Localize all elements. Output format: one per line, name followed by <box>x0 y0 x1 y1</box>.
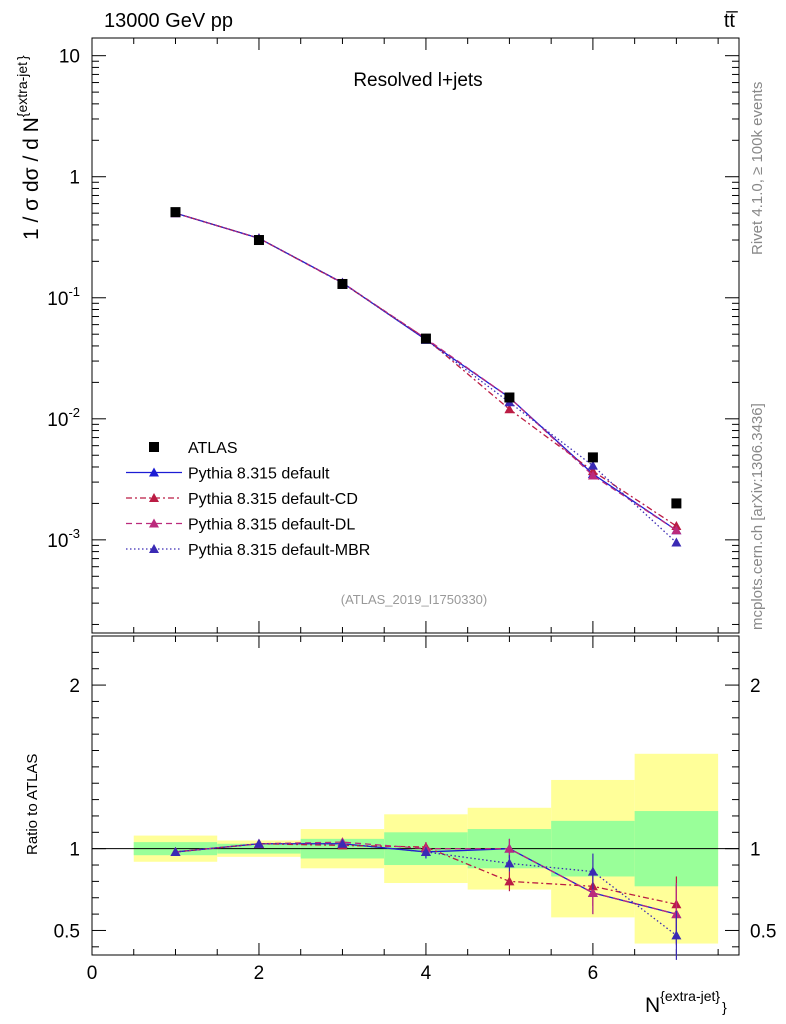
process-label: tt̅ <box>724 10 738 32</box>
ratio-tick-label: 2 <box>69 676 80 697</box>
ratio-series-marker <box>504 858 515 868</box>
side-rivet-label: Rivet 4.1.0, ≥ 100k events <box>749 82 766 255</box>
x-tick-label: 2 <box>254 963 265 984</box>
data-point <box>337 278 348 289</box>
legend-label: Pythia 8.315 default-DL <box>188 517 355 534</box>
series-line <box>175 212 677 531</box>
data-point <box>170 207 181 218</box>
ratio-tick-label-right: 1 <box>750 840 761 861</box>
ratio-series-marker <box>337 838 348 848</box>
legend-marker-atlas <box>149 442 159 452</box>
ratio-panel-series <box>170 837 682 960</box>
ratio-series-marker <box>170 846 181 856</box>
data-point <box>253 235 264 246</box>
x-tick-label: 0 <box>87 963 98 984</box>
ratio-tick-label-right: 0.5 <box>750 921 776 942</box>
x-axis-label-close: } <box>722 999 727 1015</box>
legend-marker <box>149 544 159 553</box>
series-marker <box>504 404 515 414</box>
legend-marker <box>149 493 159 502</box>
energy-label: 13000 GeV pp <box>104 10 233 32</box>
x-axis-label-sup: {extra-jet} <box>660 988 720 1004</box>
legend-marker <box>149 518 159 528</box>
ratio-frame <box>91 635 740 956</box>
watermark: (ATLAS_2019_I1750330) <box>341 592 487 607</box>
data-point <box>420 333 431 344</box>
axes: 0 2 4 6 10-3 10-2 10-1 1 10 0.5 0.5 1 1 2 2 <box>47 37 776 984</box>
svg-text:N{extra-jet}}: N{extra-jet}} <box>645 988 727 1017</box>
y-tick-label: 10 <box>59 47 80 68</box>
x-axis-label-text: N <box>645 994 660 1017</box>
data-point <box>671 498 682 509</box>
x-axis-label: N{extra-jet}} <box>645 988 727 1017</box>
series-marker <box>671 537 682 547</box>
y-axis-label-sup: {extra-jet <box>14 62 30 117</box>
x-tick-label: 4 <box>421 963 432 984</box>
ratio-series-marker <box>587 887 598 897</box>
series-marker <box>671 525 682 535</box>
main-panel-series <box>170 207 682 547</box>
y-axis-label: 1 / σ dσ / d N{extra-jet} <box>14 55 43 240</box>
ratio-series-marker <box>671 930 682 940</box>
y-axis-label-close: } <box>14 55 30 60</box>
ratio-y-axis-label: Ratio to ATLAS <box>24 754 41 855</box>
svg-text:1 / σ dσ / d N{extra-jet}: 1 / σ dσ / d N{extra-jet} <box>14 55 43 240</box>
side-mcplots-label: mcplots.cern.ch [arXiv:1306.3436] <box>749 403 766 630</box>
series-marker <box>587 470 598 480</box>
chart-title: Resolved l+jets <box>353 70 482 91</box>
y-tick-label: 1 <box>69 168 80 189</box>
ratio-tick-label: 1 <box>69 840 80 861</box>
y-axis-label-text: 1 / σ dσ / d N <box>20 117 43 240</box>
data-point <box>587 452 598 463</box>
data-point <box>504 392 515 403</box>
series-marker <box>587 460 598 470</box>
ratio-series-marker <box>420 846 431 856</box>
ratio-series-marker <box>504 843 515 853</box>
legend-label: Pythia 8.315 default-CD <box>188 491 358 508</box>
legend: ATLAS Pythia 8.315 default Pythia 8.315 de… <box>126 440 370 559</box>
legend-marker <box>149 467 159 477</box>
series-line <box>175 212 677 531</box>
x-tick-label: 6 <box>588 963 599 984</box>
ratio-tick-label-right: 2 <box>750 676 761 697</box>
legend-label: Pythia 8.315 default <box>188 466 330 483</box>
ratio-series-marker <box>253 838 264 848</box>
y-tick-label: 10-3 <box>47 526 80 552</box>
legend-label: Pythia 8.315 default-MBR <box>188 542 370 559</box>
y-tick-label: 10-2 <box>47 405 80 431</box>
ratio-series-marker <box>504 876 515 886</box>
main-frame <box>91 37 740 634</box>
y-tick-label: 10-1 <box>47 284 80 310</box>
ratio-tick-label: 0.5 <box>54 921 80 942</box>
legend-label-atlas: ATLAS <box>188 440 238 457</box>
ratio-series-marker <box>587 866 598 876</box>
